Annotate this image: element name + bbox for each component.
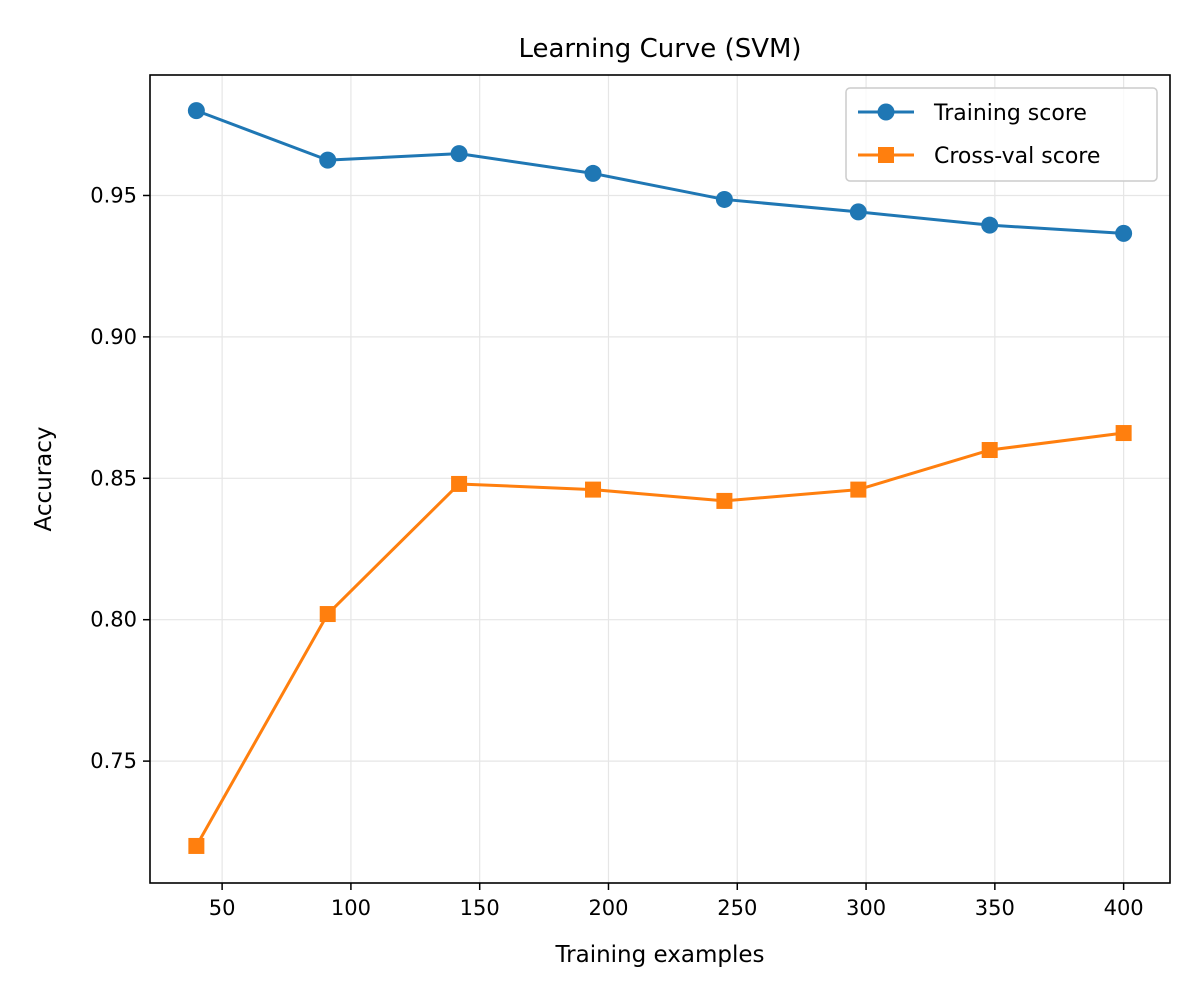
data-point-cross-val-score (981, 442, 998, 459)
x-tick-label: 300 (846, 896, 886, 920)
y-tick-label: 0.80 (90, 608, 137, 632)
data-point-cross-val-score (585, 481, 602, 498)
legend: Training score Cross-val score (845, 87, 1158, 182)
data-point-cross-val-score (716, 492, 733, 509)
data-point-cross-val-score (850, 481, 867, 498)
x-axis-label: Training examples (554, 942, 764, 968)
data-point-training-score (1115, 224, 1133, 242)
x-tick-label: 350 (975, 896, 1015, 920)
y-tick-label: 0.90 (90, 325, 137, 349)
data-point-training-score (715, 190, 733, 208)
series-line-training-score (194, 109, 1126, 235)
data-point-training-score (450, 145, 468, 163)
y-tick-label: 0.95 (90, 183, 137, 207)
data-point-cross-val-score (319, 606, 336, 623)
legend-marker-training (877, 103, 895, 121)
data-point-cross-val-score (451, 475, 468, 492)
grid-lines (150, 75, 1170, 883)
x-tick-label: 50 (209, 896, 236, 920)
y-axis-ticks: 0.75 0.80 0.85 0.90 0.95 (90, 183, 150, 773)
y-axis-label: Accuracy (31, 426, 57, 531)
x-tick-label: 150 (460, 896, 500, 920)
data-point-training-score (981, 216, 999, 234)
legend-label-training: Training score (933, 101, 1087, 126)
data-point-training-score (584, 164, 602, 182)
x-tick-label: 100 (331, 896, 371, 920)
legend-marker-crossval (878, 147, 894, 163)
x-axis-ticks: 50 100 150 200 250 300 350 400 (209, 883, 1144, 920)
x-tick-label: 200 (588, 896, 628, 920)
data-point-training-score (319, 151, 337, 169)
series-layer (187, 102, 1133, 854)
data-point-cross-val-score (188, 837, 205, 854)
legend-label-crossval: Cross-val score (934, 144, 1100, 169)
data-point-training-score (187, 102, 205, 120)
x-tick-label: 400 (1104, 896, 1144, 920)
y-tick-label: 0.85 (90, 466, 137, 490)
chart-title: Learning Curve (SVM) (518, 34, 801, 64)
legend-box (845, 87, 1158, 182)
x-tick-label: 250 (717, 896, 757, 920)
data-point-cross-val-score (1115, 425, 1132, 442)
series-line-cross-val-score (194, 431, 1126, 848)
y-tick-label: 0.75 (90, 749, 137, 773)
data-point-training-score (849, 203, 867, 221)
